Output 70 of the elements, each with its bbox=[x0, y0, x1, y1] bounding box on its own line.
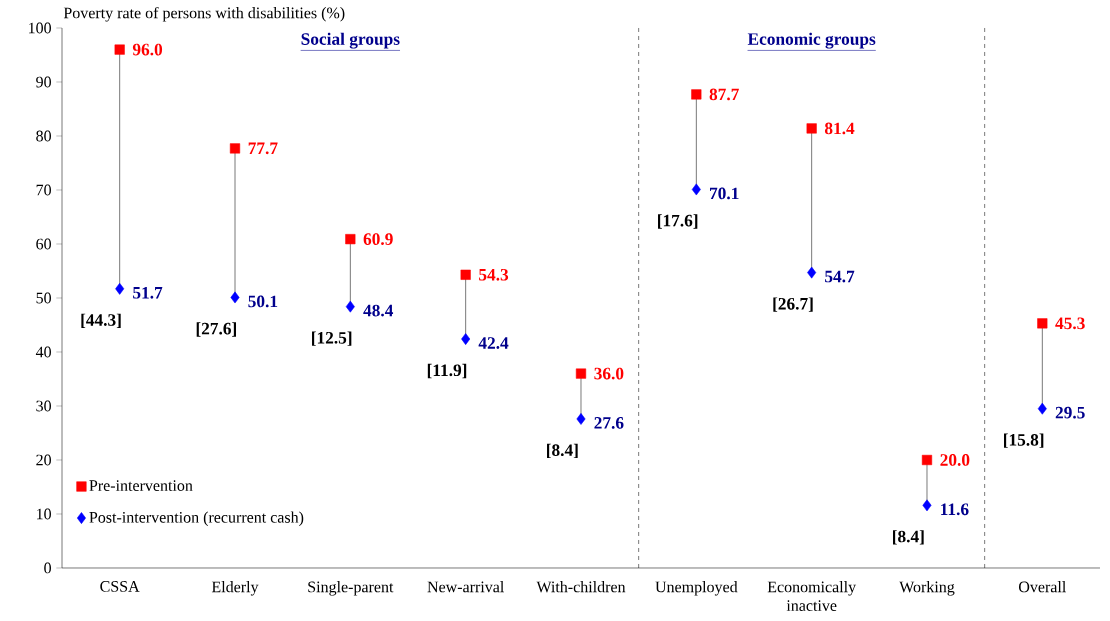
x-tick-label: Single-parent bbox=[308, 581, 394, 596]
data-label: 42.4 bbox=[478, 337, 509, 349]
data-label: 54.3 bbox=[479, 268, 509, 281]
y-tick-label: 40 bbox=[35, 346, 51, 358]
point bbox=[345, 234, 356, 245]
y-axis-title: Poverty rate of persons with disabilities (%) bbox=[63, 6, 345, 22]
y-tick-label: 0 bbox=[44, 562, 51, 574]
x-tick-label: Elderly bbox=[211, 581, 259, 596]
point bbox=[1037, 318, 1048, 329]
y-tick-label: 90 bbox=[36, 76, 51, 88]
point bbox=[576, 413, 586, 425]
y-tick-label: 30 bbox=[36, 400, 51, 412]
data-label: 54.7 bbox=[825, 270, 855, 283]
data-label: 77.7 bbox=[248, 142, 278, 155]
point bbox=[691, 89, 702, 100]
annotation: Economic groups bbox=[747, 32, 876, 49]
data-label: 20.0 bbox=[940, 454, 970, 466]
point bbox=[921, 454, 933, 466]
annotation: [11.9] bbox=[427, 363, 467, 379]
legend-label: Pre-intervention bbox=[89, 480, 193, 491]
annotation: [26.7] bbox=[773, 297, 813, 312]
point bbox=[1037, 402, 1047, 415]
annotation: [44.3] bbox=[81, 313, 121, 328]
data-label: 70.1 bbox=[710, 187, 739, 200]
data-label: 50.1 bbox=[248, 295, 278, 308]
data-label: 96.0 bbox=[132, 43, 163, 56]
x-tick-label: Unemployed bbox=[655, 581, 738, 596]
x-tick-label: Overall bbox=[1018, 581, 1066, 593]
data-label: 45.3 bbox=[1055, 317, 1085, 330]
data-label: 60.9 bbox=[363, 233, 393, 246]
annotation: [17.6] bbox=[658, 214, 698, 229]
y-tick-label: 80 bbox=[36, 130, 51, 142]
x-tick-label: New-arrival bbox=[427, 581, 504, 593]
data-label: 48.4 bbox=[363, 304, 394, 317]
data-label: 36.0 bbox=[594, 367, 624, 380]
data-label: 27.6 bbox=[594, 417, 624, 429]
y-tick-label: 70 bbox=[36, 184, 51, 196]
point bbox=[229, 143, 241, 154]
y-tick-label: 100 bbox=[29, 22, 51, 34]
point bbox=[807, 266, 817, 279]
data-label: 29.5 bbox=[1055, 406, 1085, 419]
x-tick-label: With-children bbox=[536, 581, 626, 593]
y-tick-label: 60 bbox=[36, 238, 51, 250]
y-tick-label: 20 bbox=[36, 454, 51, 466]
data-label: 11.6 bbox=[941, 503, 969, 516]
data-label: 81.4 bbox=[824, 122, 855, 135]
annotation: [15.8] bbox=[1004, 433, 1044, 448]
point bbox=[230, 291, 240, 304]
point bbox=[345, 300, 355, 313]
data-label: 87.7 bbox=[709, 88, 739, 101]
point bbox=[922, 499, 932, 512]
x-tick-label: CSSA bbox=[100, 581, 140, 592]
annotation: [27.6] bbox=[196, 322, 236, 337]
point bbox=[806, 123, 817, 134]
point bbox=[460, 269, 471, 280]
annotation: Social groups bbox=[301, 32, 400, 49]
point bbox=[115, 282, 125, 295]
data-label: 51.7 bbox=[133, 286, 163, 299]
x-tick-label: Working bbox=[899, 581, 955, 596]
legend-label: Post-intervention (recurrent cash) bbox=[89, 511, 304, 526]
annotation: [8.4] bbox=[893, 530, 924, 545]
y-tick-label: 10 bbox=[37, 508, 51, 520]
annotation: [12.5] bbox=[312, 331, 352, 346]
annotation: [8.4] bbox=[547, 443, 578, 459]
x-tick-label: Economically inactive bbox=[767, 581, 857, 611]
point bbox=[461, 333, 471, 345]
point bbox=[575, 368, 587, 379]
point bbox=[691, 183, 701, 196]
y-tick-label: 50 bbox=[36, 292, 51, 304]
point bbox=[114, 44, 125, 55]
